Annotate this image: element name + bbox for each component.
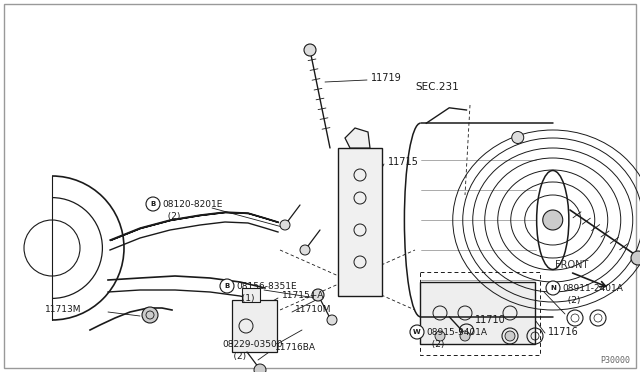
Circle shape [631, 251, 640, 265]
Text: 11710M: 11710M [295, 305, 332, 314]
Text: 08156-8351E: 08156-8351E [236, 282, 296, 291]
Circle shape [505, 331, 515, 341]
Circle shape [312, 289, 324, 301]
Text: 11715: 11715 [388, 157, 419, 167]
Bar [338, 148, 382, 296]
Text: (2): (2) [562, 296, 580, 305]
Circle shape [543, 210, 563, 230]
Bar [242, 288, 260, 302]
Circle shape [546, 281, 560, 295]
Text: 08120-8201E: 08120-8201E [162, 200, 222, 209]
Text: B: B [225, 283, 230, 289]
Text: 08915-3401A: 08915-3401A [426, 328, 487, 337]
Circle shape [410, 325, 424, 339]
Polygon shape [345, 128, 370, 148]
Bar [232, 300, 277, 352]
Bar [420, 282, 535, 344]
Circle shape [327, 315, 337, 325]
Text: P30000: P30000 [600, 356, 630, 365]
Text: 11719: 11719 [371, 73, 402, 83]
Circle shape [460, 331, 470, 341]
Text: B: B [150, 201, 156, 207]
Text: 11716BA: 11716BA [275, 343, 316, 353]
Text: 08229-03500: 08229-03500 [222, 340, 282, 349]
Circle shape [435, 331, 445, 341]
Circle shape [512, 131, 524, 144]
Text: FRONT: FRONT [555, 260, 588, 270]
Text: (2): (2) [426, 340, 444, 349]
Text: 08911-2401A: 08911-2401A [562, 284, 623, 293]
Circle shape [280, 220, 290, 230]
Circle shape [254, 364, 266, 372]
Text: SEC.231: SEC.231 [415, 82, 459, 92]
Circle shape [300, 245, 310, 255]
Text: (1): (1) [236, 294, 255, 303]
Text: 11716: 11716 [548, 327, 579, 337]
Circle shape [142, 307, 158, 323]
Circle shape [220, 279, 234, 293]
Text: (2): (2) [162, 212, 180, 221]
Text: W: W [413, 329, 421, 335]
Text: 11715+A: 11715+A [282, 292, 324, 301]
Circle shape [146, 197, 160, 211]
Text: (2): (2) [222, 352, 246, 361]
Text: 11710: 11710 [475, 315, 506, 325]
Text: 11713M: 11713M [45, 305, 81, 314]
Text: N: N [550, 285, 556, 291]
Circle shape [304, 44, 316, 56]
